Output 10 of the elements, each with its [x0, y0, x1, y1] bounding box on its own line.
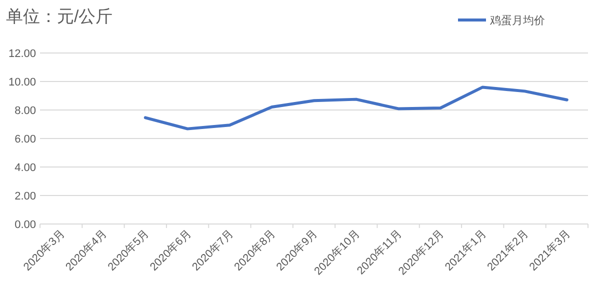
legend-label: 鸡蛋月均价: [489, 15, 545, 27]
y-tick-label: 6.00: [14, 134, 36, 146]
y-tick-label: 0.00: [14, 219, 36, 231]
chart-title: 单位：元/公斤: [6, 7, 113, 26]
y-tick-label: 8.00: [14, 105, 36, 117]
y-tick-label: 10.00: [8, 76, 36, 88]
y-tick-label: 2.00: [14, 190, 36, 202]
line-series: [144, 86, 568, 130]
y-tick-label: 12.00: [8, 48, 36, 60]
y-tick-label: 4.00: [14, 162, 36, 174]
